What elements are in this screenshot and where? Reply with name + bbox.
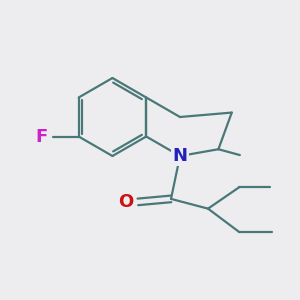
Text: F: F — [35, 128, 47, 146]
Text: O: O — [118, 193, 134, 211]
Text: N: N — [172, 147, 188, 165]
